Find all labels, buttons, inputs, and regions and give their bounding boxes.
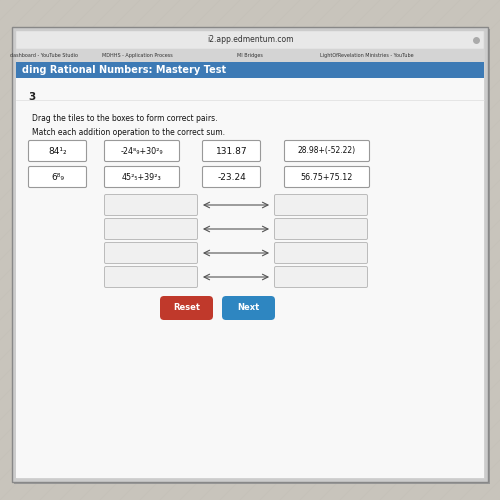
FancyBboxPatch shape [284, 166, 370, 188]
Text: MI Bridges: MI Bridges [237, 53, 263, 58]
Text: Match each addition operation to the correct sum.: Match each addition operation to the cor… [32, 128, 225, 137]
FancyBboxPatch shape [16, 62, 484, 78]
FancyBboxPatch shape [16, 31, 484, 478]
Text: Next: Next [238, 304, 260, 312]
Text: 28.98+(-52.22): 28.98+(-52.22) [298, 146, 356, 156]
FancyBboxPatch shape [28, 140, 86, 162]
Text: 84¹₂: 84¹₂ [48, 146, 67, 156]
FancyBboxPatch shape [104, 194, 198, 216]
FancyBboxPatch shape [104, 266, 198, 287]
FancyBboxPatch shape [16, 49, 484, 62]
FancyBboxPatch shape [274, 266, 368, 287]
FancyBboxPatch shape [14, 29, 490, 484]
FancyBboxPatch shape [104, 140, 180, 162]
Text: i2.app.edmentum.com: i2.app.edmentum.com [207, 36, 293, 44]
FancyBboxPatch shape [16, 31, 484, 49]
Text: MDHHS - Application Process: MDHHS - Application Process [102, 53, 173, 58]
Text: 3: 3 [28, 92, 35, 102]
FancyBboxPatch shape [104, 218, 198, 240]
FancyBboxPatch shape [222, 296, 275, 320]
FancyBboxPatch shape [202, 166, 260, 188]
FancyBboxPatch shape [28, 166, 86, 188]
FancyBboxPatch shape [274, 242, 368, 264]
Text: Drag the tiles to the boxes to form correct pairs.: Drag the tiles to the boxes to form corr… [32, 114, 218, 123]
Text: -23.24: -23.24 [217, 172, 246, 182]
FancyBboxPatch shape [12, 27, 488, 482]
FancyBboxPatch shape [284, 140, 370, 162]
FancyBboxPatch shape [202, 140, 260, 162]
Text: ding Rational Numbers: Mastery Test: ding Rational Numbers: Mastery Test [22, 65, 226, 75]
FancyBboxPatch shape [274, 218, 368, 240]
Text: LightOfRevelation Ministries - YouTube: LightOfRevelation Ministries - YouTube [320, 53, 414, 58]
FancyBboxPatch shape [104, 242, 198, 264]
Text: 131.87: 131.87 [216, 146, 248, 156]
Text: 45²₅+39²₃: 45²₅+39²₃ [122, 172, 162, 182]
Text: dashboard - YouTube Studio: dashboard - YouTube Studio [10, 53, 78, 58]
FancyBboxPatch shape [104, 166, 180, 188]
Text: 56.75+75.12: 56.75+75.12 [301, 172, 353, 182]
Text: 6⁸₉: 6⁸₉ [51, 172, 64, 182]
Text: Reset: Reset [173, 304, 200, 312]
FancyBboxPatch shape [160, 296, 213, 320]
Text: -24⁸₉+30²₉: -24⁸₉+30²₉ [120, 146, 164, 156]
FancyBboxPatch shape [274, 194, 368, 216]
FancyBboxPatch shape [16, 78, 484, 478]
